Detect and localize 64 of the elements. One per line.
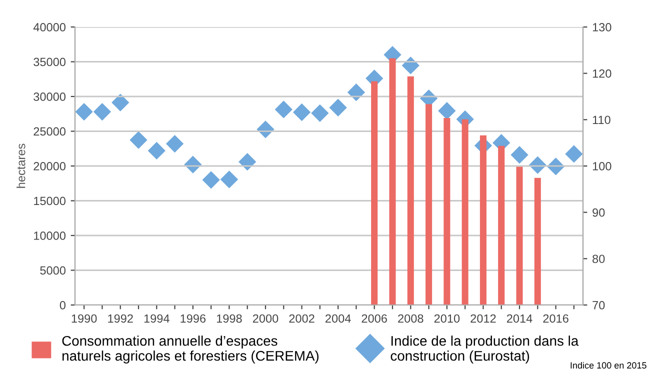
- point: [128, 130, 148, 150]
- x-tick-label: 2002: [289, 314, 314, 323]
- point: [292, 102, 312, 122]
- bar: [480, 135, 486, 305]
- y2-tick-label: 70: [592, 301, 605, 310]
- point: [92, 102, 112, 122]
- point: [564, 144, 583, 164]
- x-tick-label: 2004: [326, 314, 351, 323]
- point: [310, 104, 330, 123]
- point: [110, 92, 130, 112]
- point: [400, 56, 420, 76]
- y-axis-title: hectares: [16, 144, 26, 188]
- x-tick-label: 2008: [398, 314, 424, 323]
- point: [328, 98, 348, 118]
- bar: [444, 118, 450, 305]
- x-tick-label: 1990: [72, 314, 97, 323]
- x-tick-label: 2014: [506, 314, 532, 323]
- y2-tick-label: 80: [592, 254, 605, 264]
- point: [238, 152, 258, 172]
- point: [274, 100, 294, 120]
- y-tick-label: 15000: [34, 196, 66, 206]
- point: [75, 102, 94, 122]
- y-tick-label: 35000: [34, 58, 66, 66]
- y2-tick-label: 100: [592, 162, 612, 170]
- point: [546, 156, 566, 176]
- point: [183, 154, 203, 174]
- legend-label: Consommation annuelle d’espaces naturels agricoles et forestiers (CEREMA): [62, 336, 319, 364]
- x-tick-label: 2012: [470, 314, 496, 323]
- y2-tick-label: 130: [592, 23, 612, 32]
- bar: [407, 76, 414, 305]
- y-tick-label: 25000: [34, 127, 66, 136]
- bar: [534, 178, 541, 305]
- bar: [389, 58, 396, 305]
- y-tick-label: 20000: [34, 162, 66, 170]
- y-tick-label: 5000: [40, 266, 66, 275]
- point: [201, 170, 221, 190]
- x-tick-label: 2010: [434, 314, 460, 323]
- y-tick-label: 30000: [34, 92, 66, 101]
- y2-tick-label: 110: [592, 116, 610, 124]
- text: Indice 100 en 2015: [570, 362, 646, 369]
- y-tick-label: 10000: [34, 232, 66, 240]
- bar: [426, 104, 432, 305]
- legend-label: Indice de la production dans la construction (Eurostat): [390, 336, 579, 364]
- y-tick-label: 0: [60, 301, 66, 310]
- x-tick-label: 2016: [543, 314, 568, 323]
- point: [165, 134, 184, 154]
- x-tick-label: 2000: [252, 314, 278, 323]
- x-tick-label: 1992: [108, 314, 133, 323]
- bar: [498, 146, 505, 305]
- point: [346, 82, 366, 102]
- point: [510, 145, 530, 165]
- y2-tick-label: 120: [592, 69, 612, 78]
- x-tick-label: 2006: [362, 314, 387, 323]
- y2-tick-label: 90: [592, 208, 605, 217]
- bar: [371, 81, 378, 305]
- point: [528, 155, 548, 175]
- point: [146, 141, 166, 160]
- bar: [516, 166, 523, 305]
- point: [220, 170, 239, 190]
- x-tick-label: 1998: [216, 314, 242, 323]
- y-tick-label: 40000: [33, 23, 66, 32]
- x-tick-label: 1996: [180, 314, 206, 323]
- x-tick-label: 1994: [144, 314, 170, 323]
- bar: [462, 119, 468, 305]
